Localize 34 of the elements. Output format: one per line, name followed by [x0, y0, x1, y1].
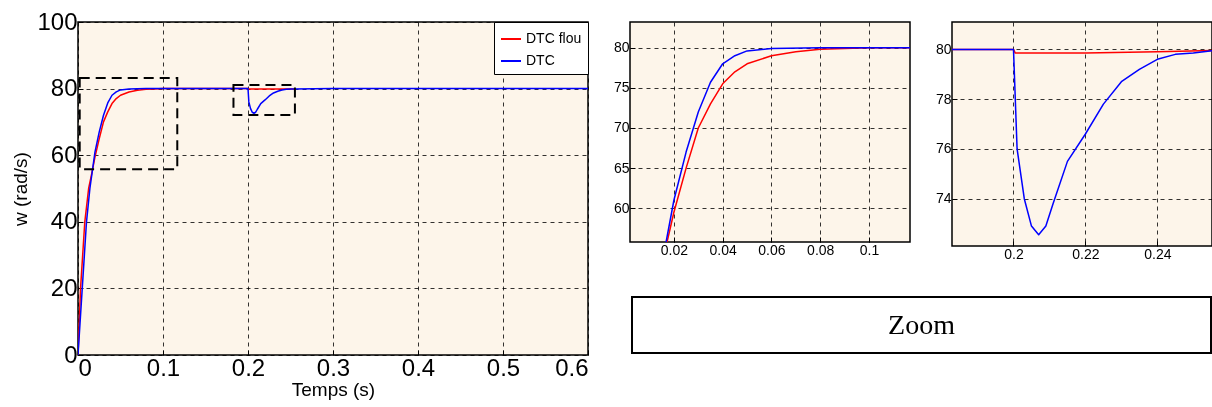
- x-tick-label: 0.3: [316, 353, 351, 381]
- x-tick-label: 0.06: [758, 241, 786, 258]
- y-tick-label: 74: [935, 190, 952, 207]
- x-axis-title: Temps (s): [291, 378, 376, 400]
- x-tick-label: 0.2: [231, 353, 266, 381]
- y-tick-label: 40: [50, 207, 78, 235]
- y-tick-label: 80: [613, 39, 630, 56]
- y-tick-label: 100: [37, 7, 78, 35]
- x-tick-label: 0.1: [146, 353, 181, 381]
- y-tick-label: 60: [613, 199, 630, 216]
- x-tick-label: 0.5: [486, 353, 521, 381]
- line-series: [952, 48, 1212, 236]
- y-tick-label: 70: [613, 119, 630, 136]
- x-tick-label: 0.4: [401, 353, 436, 381]
- x-tick-label: 0.24: [1144, 245, 1172, 262]
- y-tick-label: 78: [935, 90, 952, 107]
- y-tick-label: 60: [50, 140, 78, 168]
- x-tick-label: 0.02: [660, 241, 689, 258]
- legend-label: DTC flou: [526, 30, 582, 46]
- x-tick-label: 0.2: [1004, 245, 1024, 262]
- y-tick-label: 80: [935, 40, 952, 57]
- y-tick-label: 76: [935, 140, 952, 157]
- text: Zoom: [631, 296, 1212, 354]
- x-tick-label: 0.08: [807, 241, 835, 258]
- y-tick-label: 75: [613, 79, 630, 96]
- y-tick-label: 80: [50, 74, 78, 102]
- y-tick-label: 65: [613, 159, 630, 176]
- y-tick-label: 20: [50, 273, 78, 301]
- x-tick-label: 0.22: [1072, 245, 1100, 262]
- legend-label: DTC: [526, 52, 555, 68]
- y-axis-title: w (rad/s): [10, 152, 32, 227]
- x-tick-label: 0.04: [709, 241, 738, 258]
- x-tick-label: 0.1: [859, 241, 880, 258]
- x-tick-label: 0.6: [555, 353, 589, 381]
